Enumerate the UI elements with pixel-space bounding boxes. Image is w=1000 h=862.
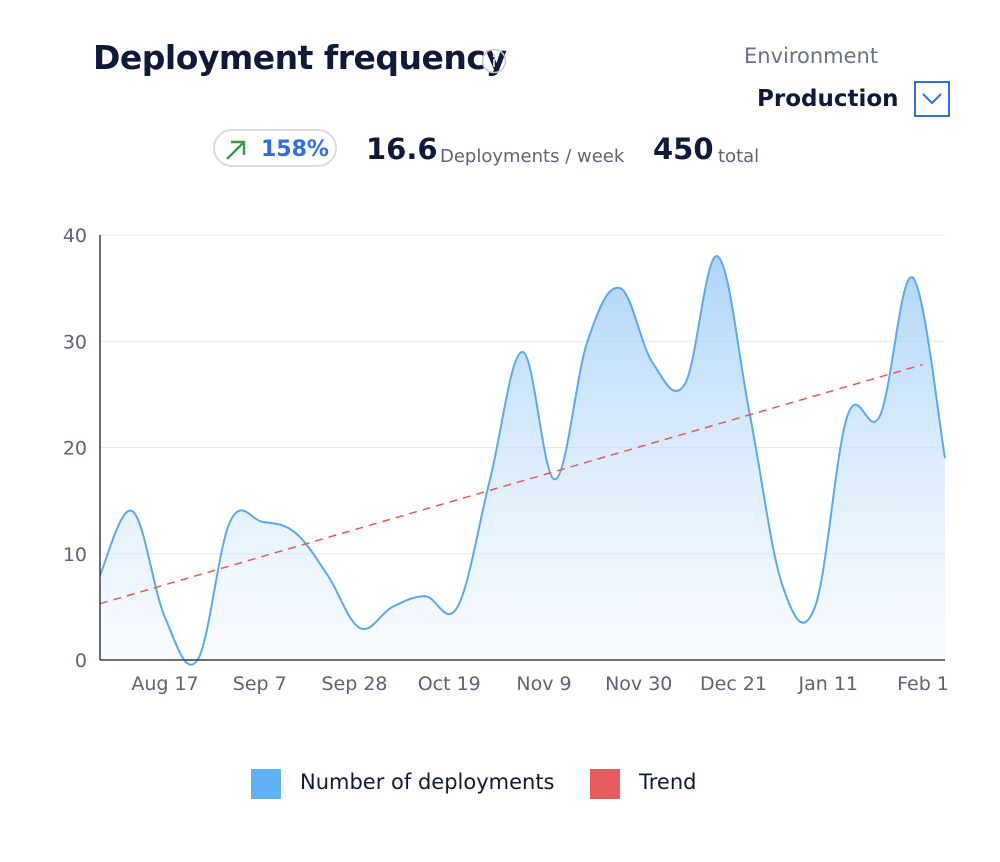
x-tick-label: Jan 11 xyxy=(797,673,858,695)
per-week-label: Deployments / week xyxy=(440,146,625,167)
deployments-area xyxy=(100,256,945,665)
arrow-up-right-icon xyxy=(226,140,246,160)
environment-label: Environment xyxy=(744,44,879,68)
legend-label-trend: Trend xyxy=(639,770,697,794)
legend-swatch-trend xyxy=(590,769,620,799)
x-tick-label: Oct 19 xyxy=(418,673,481,695)
y-tick-label: 0 xyxy=(75,650,87,672)
change-badge: 158% xyxy=(213,129,337,167)
y-tick-label: 20 xyxy=(63,438,87,460)
x-tick-label: Aug 17 xyxy=(131,673,198,695)
change-percent: 158% xyxy=(261,137,329,162)
total-value: 450 xyxy=(653,132,714,166)
y-tick-label: 40 xyxy=(63,225,87,247)
y-tick-label: 10 xyxy=(63,544,87,566)
x-tick-label: Nov 30 xyxy=(605,673,672,695)
y-tick-label: 30 xyxy=(63,331,87,353)
x-tick-label: Sep 7 xyxy=(233,673,287,695)
per-week-value: 16.6 xyxy=(366,132,438,166)
deployments-line xyxy=(99,255,946,666)
total-label: total xyxy=(718,146,760,167)
x-tick-label: Dec 21 xyxy=(700,673,767,695)
legend-swatch-deployments xyxy=(251,769,281,799)
page-title: Deployment frequency xyxy=(93,38,507,77)
info-icon[interactable] xyxy=(481,48,507,74)
environment-selected[interactable]: Production xyxy=(757,86,899,112)
trend-line xyxy=(99,363,923,605)
x-tick-label: Sep 28 xyxy=(321,673,387,695)
environment-dropdown-button[interactable] xyxy=(914,81,950,117)
legend-label-deployments: Number of deployments xyxy=(300,770,555,794)
chevron-down-icon xyxy=(922,93,942,105)
x-tick-label: Nov 9 xyxy=(516,673,571,695)
x-tick-label: Feb 1 xyxy=(897,673,949,695)
